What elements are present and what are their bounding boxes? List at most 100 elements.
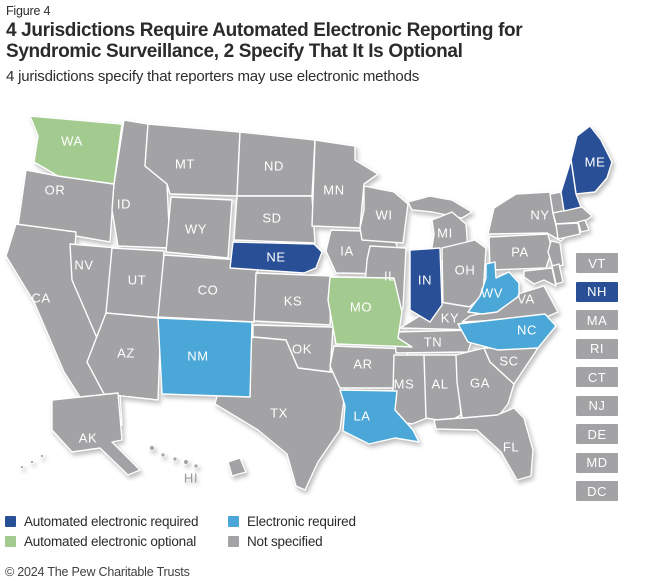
state-label-co: CO [198, 283, 219, 298]
state-hi [227, 457, 247, 477]
state-label-or: OR [45, 183, 66, 198]
figure-header: Figure 4 4 Jurisdictions Require Automat… [6, 4, 642, 85]
state-ne [229, 241, 323, 274]
small-state-box-nh: NH [576, 281, 618, 302]
state-nc [457, 313, 557, 351]
state-ak-island [20, 465, 24, 469]
small-state-box-ri: RI [576, 338, 618, 359]
state-ak-island [30, 460, 34, 464]
state-label-ca: CA [31, 291, 50, 306]
state-ak-island [40, 454, 44, 458]
state-wv [467, 261, 520, 315]
legend-swatch-not-specified [228, 536, 239, 547]
small-state-box-md: MD [576, 452, 618, 473]
figure-label: Figure 4 [6, 4, 51, 18]
state-co [157, 254, 259, 323]
state-label-ky: KY [441, 311, 460, 326]
state-hi-island [193, 463, 199, 469]
state-label-al: AL [431, 377, 448, 392]
legend-item-not-specified: Not specified [228, 534, 356, 549]
state-label-pa: PA [511, 245, 529, 260]
state-label-tx: TX [270, 406, 288, 421]
state-label-ms: MS [394, 377, 415, 392]
state-ct [555, 222, 581, 240]
state-nm [157, 317, 253, 398]
state-md [523, 267, 557, 287]
figure-subtitle: 4 jurisdictions specify that reporters m… [6, 67, 420, 85]
state-label-ga: GA [470, 376, 490, 391]
state-nj [547, 240, 564, 269]
state-label-oh: OH [455, 263, 476, 278]
state-label-tn: TN [424, 335, 443, 350]
legend-label: Electronic required [247, 514, 356, 529]
legend-label: Automated electronic required [24, 514, 199, 529]
copyright-notice: © 2024 The Pew Charitable Trusts [5, 565, 190, 579]
state-mi [407, 195, 473, 219]
state-hi-island [149, 445, 155, 451]
state-az [86, 312, 162, 401]
state-ks [253, 272, 333, 326]
state-label-mo: MO [350, 300, 372, 315]
map-labels-group: OR CA NV ID MT WY UT CO AZ ND SD KS OK TX MN IA AR WI IL MI… [31, 134, 606, 486]
state-label-mn: MN [323, 183, 344, 198]
state-label-ok: OK [292, 342, 312, 357]
legend-item-automated-optional: Automated electronic optional [5, 534, 228, 549]
legend-label: Not specified [247, 534, 323, 549]
legend-item-electronic-required: Electronic required [228, 514, 356, 529]
state-label-wi: WI [375, 208, 392, 223]
state-label-mt: MT [175, 157, 195, 172]
state-wa [29, 115, 123, 185]
legend-label: Automated electronic optional [24, 534, 197, 549]
state-label-wv: WV [481, 286, 503, 301]
state-label-hi: HI [184, 471, 198, 486]
legend-swatch-automated-optional [5, 536, 16, 547]
legend-item-automated-required: Automated electronic required [5, 514, 228, 529]
legend-swatch-automated-required [5, 516, 16, 527]
legend-swatch-electronic-required [228, 516, 239, 527]
state-label-mi: MI [437, 226, 453, 241]
state-label-nd: ND [264, 159, 284, 174]
state-me [570, 125, 613, 195]
state-hi-island [183, 459, 189, 465]
small-state-box-nj: NJ [576, 395, 618, 416]
state-label-sd: SD [262, 211, 281, 226]
state-label-sc: SC [499, 354, 518, 369]
state-hi-island [160, 452, 166, 458]
legend: Automated electronic required Automated … [5, 514, 356, 549]
figure-title: 4 Jurisdictions Require Automated Electr… [6, 20, 523, 63]
small-state-box-vt: VT [576, 253, 618, 273]
state-label-wy: WY [185, 222, 207, 237]
small-state-box-dc: DC [576, 481, 618, 501]
small-state-box-de: DE [576, 424, 618, 444]
state-label-nm: NM [187, 349, 208, 364]
state-label-ny: NY [530, 208, 549, 223]
state-label-wa: WA [61, 134, 83, 149]
small-state-column: VT NH MA RI CT NJ DE MD DC [576, 253, 618, 501]
state-ri [577, 219, 590, 233]
state-label-ia: IA [340, 244, 353, 259]
state-la [339, 389, 420, 445]
state-ak [51, 392, 141, 476]
state-label-fl: FL [503, 440, 519, 455]
state-label-nc: NC [517, 323, 537, 338]
map-states-group [5, 115, 613, 491]
state-label-il: IL [384, 269, 396, 284]
state-label-me: ME [585, 155, 606, 170]
state-hi-island [172, 456, 178, 462]
state-label-nv: NV [74, 258, 93, 273]
state-label-id: ID [117, 197, 131, 212]
state-nh [560, 159, 582, 212]
state-sd [233, 195, 316, 244]
state-label-ut: UT [128, 273, 147, 288]
state-label-la: LA [353, 409, 370, 424]
small-state-box-ma: MA [576, 310, 618, 330]
state-label-ar: AR [353, 357, 372, 372]
state-fl [433, 407, 534, 481]
state-label-ks: KS [284, 294, 303, 309]
state-mo [327, 276, 413, 348]
state-wy [165, 196, 233, 259]
state-label-az: AZ [117, 346, 135, 361]
state-label-in: IN [418, 273, 432, 288]
state-label-va: VA [517, 292, 535, 307]
small-state-box-ct: CT [576, 367, 618, 387]
